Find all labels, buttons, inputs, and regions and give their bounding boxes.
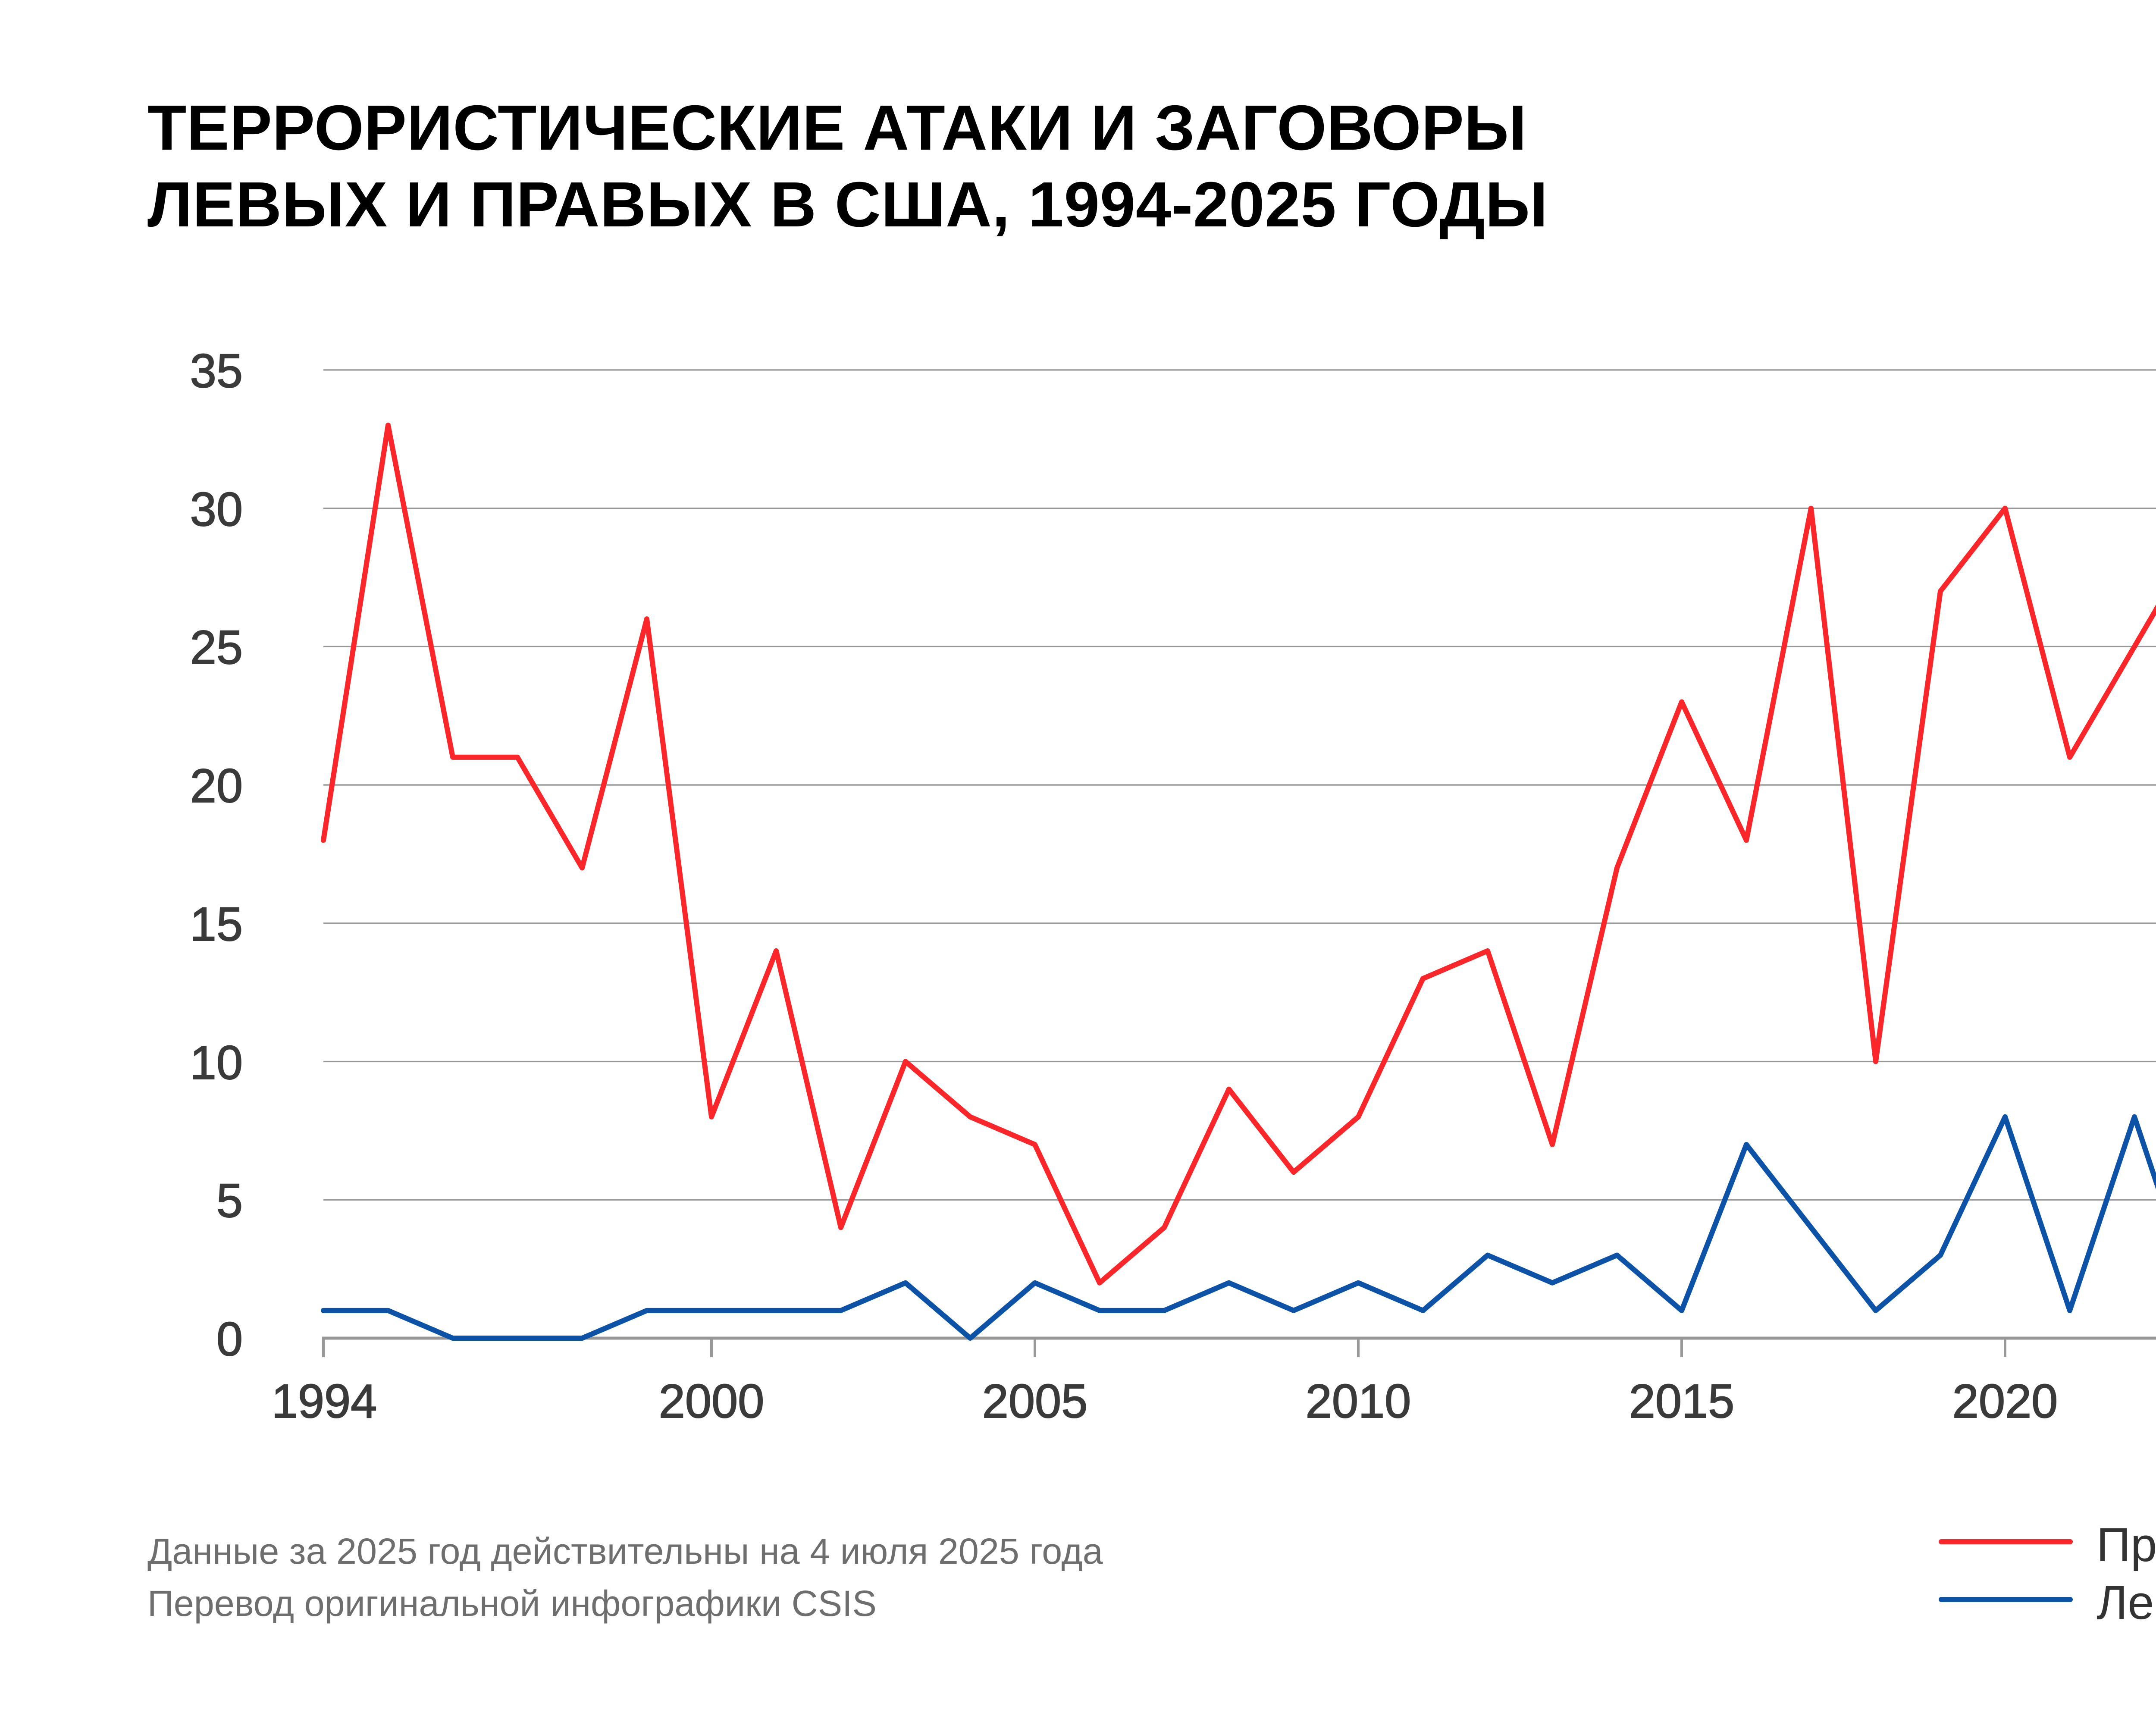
svg-text:2015: 2015 [1629,1375,1735,1428]
svg-text:Правые: Правые [2096,1518,2156,1571]
svg-text:2020: 2020 [1952,1375,2058,1428]
svg-text:25: 25 [190,621,243,674]
svg-text:5: 5 [216,1174,243,1227]
svg-text:Данные за 2025 год действитель: Данные за 2025 год действительны на 4 ию… [147,1531,1103,1571]
svg-text:20: 20 [190,759,243,812]
svg-text:10: 10 [190,1036,243,1089]
svg-text:15: 15 [190,898,243,951]
svg-text:1994: 1994 [272,1375,377,1428]
svg-text:ЛЕВЫХ И ПРАВЫХ В США, 1994-202: ЛЕВЫХ И ПРАВЫХ В США, 1994-2025 ГОДЫ [147,169,1548,240]
svg-text:30: 30 [190,483,243,536]
svg-text:Перевод оригинальной инфографи: Перевод оригинальной инфографики CSIS [147,1583,877,1624]
svg-text:35: 35 [190,345,243,398]
svg-text:2010: 2010 [1306,1375,1411,1428]
svg-text:2005: 2005 [982,1375,1088,1428]
svg-text:0: 0 [216,1313,243,1366]
svg-text:ТЕРРОРИСТИЧЕСКИЕ АТАКИ И ЗАГОВ: ТЕРРОРИСТИЧЕСКИЕ АТАКИ И ЗАГОВОРЫ [147,92,1527,163]
svg-text:Левые: Левые [2096,1576,2156,1629]
svg-text:2000: 2000 [659,1375,765,1428]
